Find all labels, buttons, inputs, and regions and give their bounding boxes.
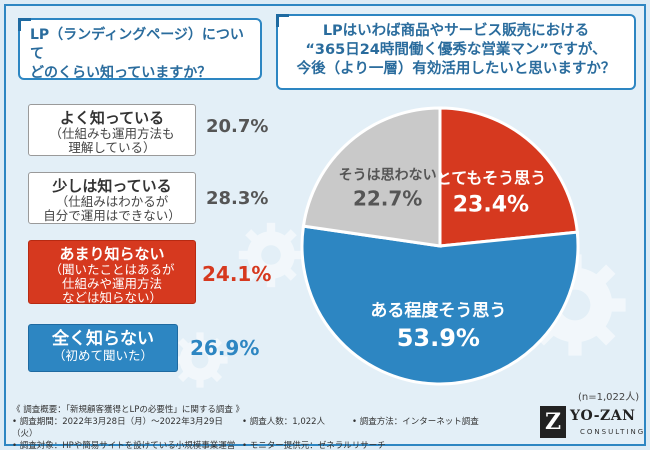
pie-slice-label: とてもそう思う (436, 169, 546, 188)
gear-icon (238, 222, 304, 288)
footer-method: • 調査方法：インターネット調査 (352, 417, 479, 427)
option-sub-label: 自分で運用はできない） (43, 208, 181, 223)
pie-chart: とてもそう思う 23.4% ある程度そう思う 53.9% そうは思わない 22.7% (300, 106, 580, 386)
footer-title: 《 調査概要：「新規顧客獲得とLPの必要性」に関する調査 》 (12, 405, 245, 415)
footer-period: • 調査期間：2022年3月28日（月）～2022年3月29日（火） (12, 417, 223, 439)
footer-count: • 調査人数：1,022人 (242, 417, 326, 427)
footer-provider: • モニター提供元：ゼネラルリサーチ (242, 441, 386, 450)
pie-slice-label: ある程度そう思う (370, 300, 506, 321)
option-label: よく知っている (59, 109, 165, 127)
option-percent: 28.3% (206, 188, 269, 209)
pie-slice-percent: 22.7% (353, 186, 422, 210)
option-not-at-all: 全く知らない （初めて聞いた） (28, 324, 178, 372)
option-sub-label: などは知らない） (61, 290, 162, 305)
option-sub-label: （初めて聞いた） (52, 348, 153, 363)
option-percent: 26.9% (190, 336, 260, 360)
option-know-well: よく知っている （仕組みも運用方法も 理解している） (28, 104, 196, 156)
question-1-line-1: LP（ランディングページ）について (30, 27, 244, 62)
option-label: 少しは知っている (52, 177, 172, 195)
option-label: 全く知らない (52, 329, 154, 349)
pie-slice-percent: 23.4% (453, 193, 529, 218)
option-sub-label: （聞いたことはあるが (49, 262, 175, 277)
question-2-line-1: LPはいわば商品やサービス販売における (322, 23, 590, 39)
pie-slice (438, 106, 579, 248)
option-label: あまり知らない (59, 245, 165, 263)
footer-target: • 調査対象：HPや簡易サイトを設けている小規模事業運営者 (12, 441, 236, 450)
logo-subtitle: CONSULTING (580, 428, 646, 436)
option-not-much: あまり知らない （聞いたことはあるが 仕組みや運用方法 などは知らない） (28, 240, 196, 305)
pie-slice-label: そうは思わない (339, 167, 437, 183)
logo-mark: Z (540, 406, 566, 438)
option-sub-label: （仕組みはわかるが (55, 194, 169, 209)
option-percent: 24.1% (202, 262, 272, 286)
option-know-little: 少しは知っている （仕組みはわかるが 自分で運用はできない） (28, 172, 196, 224)
question-2-line-2: “365日24時間働く優秀な営業マン”ですが、 (305, 42, 607, 58)
question-2-box: LPはいわば商品やサービス販売における “365日24時間働く優秀な営業マン”で… (276, 14, 636, 90)
sample-size-label: (n=1,022人) (578, 392, 640, 403)
option-sub-label: （仕組みも運用方法も (49, 126, 175, 141)
pie-slice (301, 106, 442, 248)
pie-slice (300, 224, 580, 386)
pie-slice-percent: 53.9% (397, 324, 480, 352)
company-logo: Z YO-ZAN CONSULTING (540, 404, 643, 442)
option-percent: 20.7% (206, 116, 269, 137)
survey-footer: 《 調査概要：「新規顧客獲得とLPの必要性」に関する調査 》 • 調査期間：20… (12, 404, 532, 450)
option-sub-label: 理解している） (68, 140, 156, 155)
option-sub-label: 仕組みや運用方法 (61, 276, 162, 291)
question-1-box: LP（ランディングページ）について どのくらい知っていますか？ (18, 18, 262, 81)
logo-name: YO-ZAN (570, 408, 636, 424)
question-2-line-3: 今後（より一層）有効活用したいと思いますか？ (296, 61, 616, 77)
question-1-line-2: どのくらい知っていますか？ (30, 65, 212, 81)
